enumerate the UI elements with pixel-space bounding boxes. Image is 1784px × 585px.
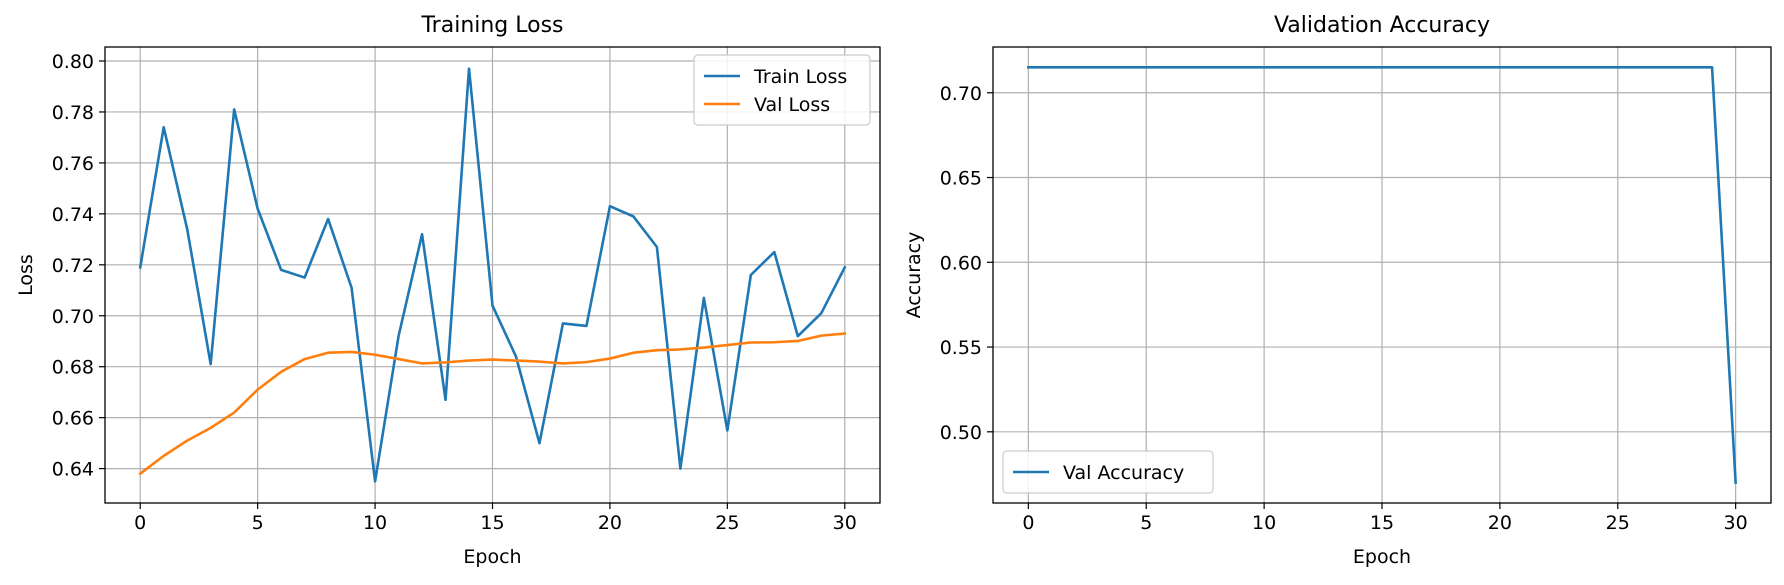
y-tick-label: 0.70 [940, 83, 982, 105]
y-tick-label: 0.72 [52, 255, 94, 277]
y-tick-label: 0.60 [940, 252, 982, 274]
validation-accuracy-chart: 0 5 10 15 20 25 30 0.50 0.55 0.60 0.65 0.70 Validati… [903, 13, 1772, 568]
legend-label: Val Accuracy [1063, 462, 1184, 484]
y-tick-label: 0.76 [52, 153, 94, 175]
y-tick-label: 0.68 [52, 357, 94, 379]
y-axis-label: Loss [15, 254, 37, 296]
chart-title: Training Loss [420, 13, 563, 38]
x-tick-label: 5 [252, 512, 264, 534]
series-line-0 [138, 67, 847, 483]
legend-box [693, 54, 871, 126]
chart-title: Validation Accuracy [1274, 13, 1490, 38]
y-tick-label: 0.50 [940, 422, 982, 444]
y-tick-label: 0.70 [52, 306, 94, 328]
x-tick-label: 5 [1140, 512, 1152, 534]
series-line-1 [138, 332, 847, 476]
x-tick-label: 0 [134, 512, 146, 534]
x-axis-label: Epoch [1353, 546, 1411, 568]
x-tick-label: 25 [1606, 512, 1630, 534]
x-tick-label: 30 [1724, 512, 1748, 534]
x-tick-label: 30 [833, 512, 857, 534]
x-tick-label: 10 [363, 512, 387, 534]
y-tick-label: 0.64 [52, 459, 94, 481]
series-group [1027, 66, 1738, 485]
legend-box [1002, 450, 1214, 494]
legend-label: Train Loss [753, 66, 847, 88]
y-tick-label: 0.55 [940, 337, 982, 359]
x-tick-label: 15 [480, 512, 504, 534]
x-tick-label: 20 [598, 512, 622, 534]
legend-label: Val Loss [754, 94, 830, 116]
x-tick-label: 25 [715, 512, 739, 534]
y-tick-label: 0.78 [52, 102, 94, 124]
grid [993, 47, 1771, 503]
y-tick-label: 0.65 [940, 168, 982, 190]
y-axis-label: Accuracy [903, 232, 925, 319]
x-axis-label: Epoch [463, 546, 521, 568]
legend: Val Accuracy [1002, 450, 1214, 494]
x-tick-label: 20 [1488, 512, 1512, 534]
x-tick-label: 15 [1370, 512, 1394, 534]
y-tick-label: 0.80 [52, 51, 94, 73]
series-line-0 [1027, 66, 1738, 485]
series-group [138, 67, 847, 483]
legend: Train Loss Val Loss [693, 54, 871, 126]
x-tick-label: 0 [1022, 512, 1034, 534]
y-tick-label: 0.74 [52, 204, 94, 226]
x-tick-label: 10 [1252, 512, 1276, 534]
y-tick-label: 0.66 [52, 408, 94, 430]
training-loss-chart: 0 5 10 15 20 25 30 0.64 0.66 0.68 0.70 0.72 0.74 0.76… [15, 13, 881, 568]
